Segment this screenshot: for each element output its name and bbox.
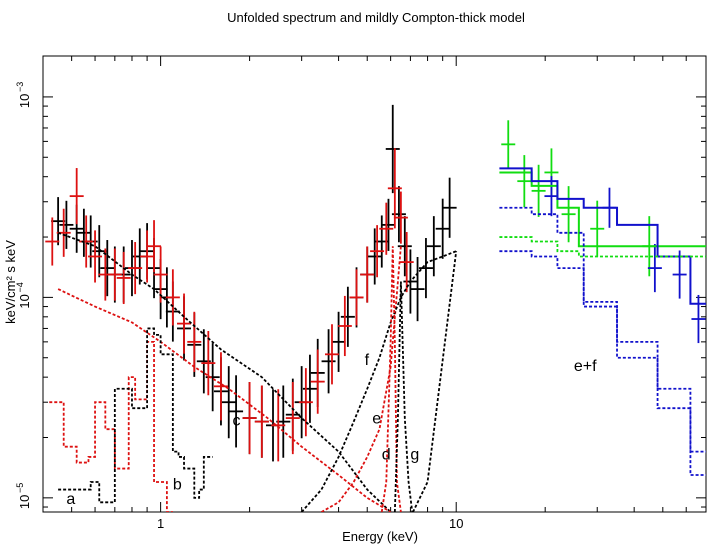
annotation-label: c [232,412,240,429]
y-tick-exp: −3 [15,82,25,92]
x-tick-label: 1 [157,516,164,531]
y-tick-exp: −4 [15,282,25,292]
black-line-g-line [393,281,414,512]
red-line-d-line [380,246,402,512]
red-component-c-line [57,288,392,512]
chart-marks [45,104,706,512]
y-tick-exp: −5 [15,483,25,493]
annotation-label: d [382,447,391,464]
y-tick-base: 10 [17,294,32,308]
blue-model-line [499,167,706,305]
x-tick-label: 10 [449,516,463,531]
y-tick-base: 10 [17,94,32,108]
x-axis-label: Energy (keV) [342,529,418,544]
annotation-label: e [372,410,381,427]
y-tick-label: 10−3 [15,82,32,108]
annotations: a b c d g e f e+f [66,352,597,508]
axis-ticks [42,56,707,512]
y-tick-label: 10−5 [15,483,32,509]
blue-model-dotted-line [499,250,706,476]
y-axis-label: keV/cm² s keV [3,240,18,324]
green-model-dashed-line [499,236,706,258]
annotation-label: b [173,477,182,494]
blue-model-dashed-line [499,206,706,453]
red-lines-low-line [49,340,173,512]
black-component-f-line [300,250,457,512]
y-tick-base: 10 [17,495,32,509]
annotation-label: f [365,352,370,369]
black-component-a-line [57,231,458,512]
chart-title: Unfolded spectrum and mildly Compton-thi… [227,10,525,25]
annotation-label: e+f [574,358,597,375]
plot-frame [42,55,707,513]
annotation-label: g [410,447,419,464]
green-model-line [499,171,706,248]
y-tick-label: 10−4 [15,282,32,308]
black-lines-low-line [58,327,213,504]
annotation-label: a [66,491,75,508]
